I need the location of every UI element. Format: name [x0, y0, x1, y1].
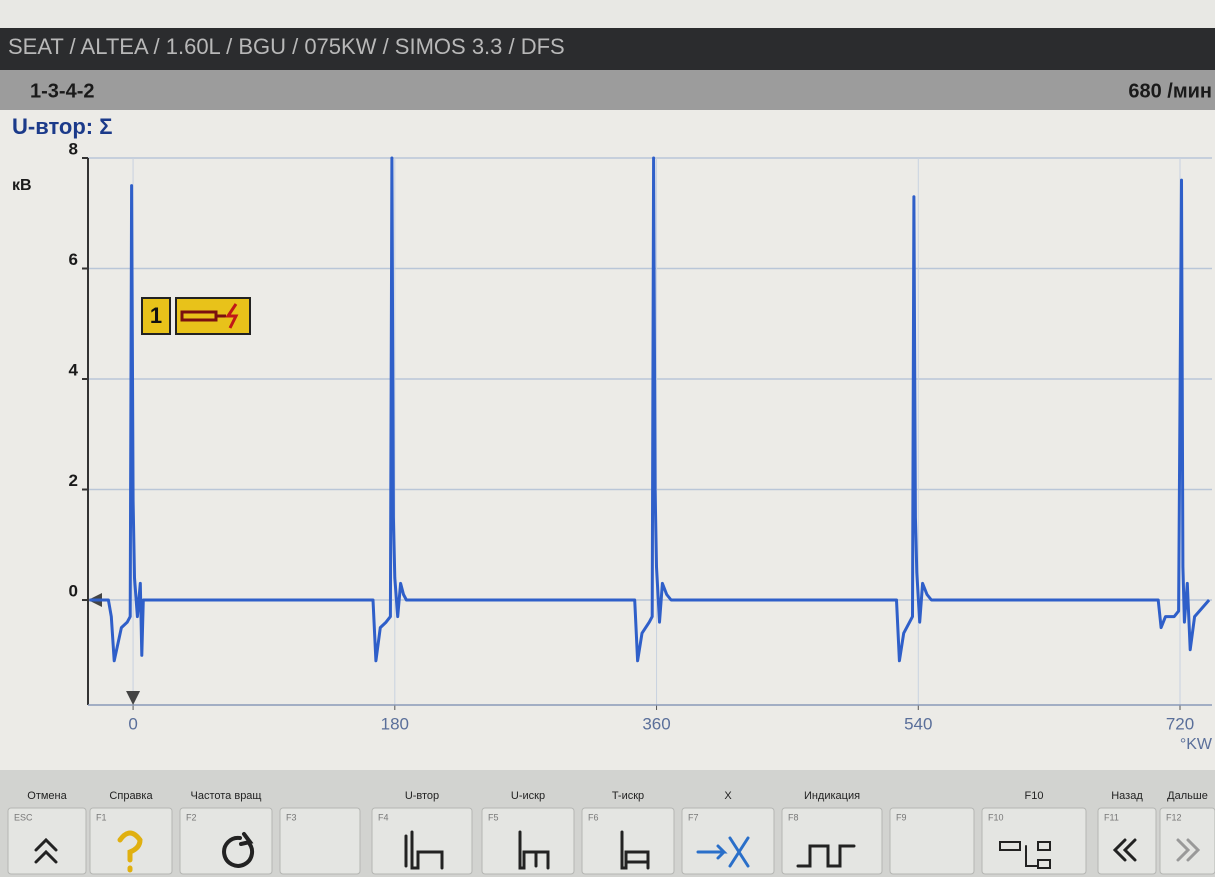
button-key: F8	[788, 812, 799, 822]
button-key: F5	[488, 812, 499, 822]
bezel	[0, 0, 1215, 28]
button-label: U-искр	[511, 790, 545, 802]
button-label: Отмена	[27, 790, 67, 802]
y-axis-unit: кВ	[12, 177, 32, 194]
button-label: T-искр	[612, 790, 644, 802]
button-key: F6	[588, 812, 599, 822]
trigger-cylinder: 1	[150, 303, 162, 328]
x-axis-unit: °KW	[1180, 736, 1213, 753]
button-key: F10	[988, 812, 1004, 822]
button-label: Справка	[109, 790, 153, 802]
button-key: F2	[186, 812, 197, 822]
x-tick-label: 180	[381, 714, 409, 733]
button-key: F7	[688, 812, 699, 822]
button-label: U-втор	[405, 790, 439, 802]
trigger-icon	[176, 298, 250, 334]
button-key: F4	[378, 812, 389, 822]
button-label: Частота вращ	[191, 790, 262, 802]
status-bar	[0, 70, 1215, 110]
channel-label: U-втор: Σ	[12, 114, 112, 139]
button-key: ESC	[14, 812, 33, 822]
y-tick-label: 8	[69, 139, 78, 158]
button-key: F9	[896, 812, 907, 822]
x-tick-label: 360	[642, 714, 670, 733]
y-tick-label: 4	[69, 360, 79, 379]
button-label: Назад	[1111, 790, 1143, 802]
engine-speed: 680 /мин	[1128, 80, 1212, 102]
x-tick-label: 720	[1166, 714, 1194, 733]
button-key: F3	[286, 812, 297, 822]
tester-screen: SEAT / ALTEA / 1.60L / BGU / 075KW / SIM…	[0, 0, 1215, 877]
button-label: F10	[1025, 790, 1044, 802]
page: SEAT / ALTEA / 1.60L / BGU / 075KW / SIM…	[0, 0, 1215, 877]
button-label: Дальше	[1167, 790, 1208, 802]
button-key: F12	[1166, 812, 1182, 822]
x-tick-label: 0	[128, 714, 137, 733]
button-label: X	[724, 790, 732, 802]
plot-bg	[0, 110, 1215, 770]
firing-order: 1-3-4-2	[30, 80, 94, 102]
y-tick-label: 2	[69, 471, 78, 490]
vehicle-info: SEAT / ALTEA / 1.60L / BGU / 075KW / SIM…	[8, 34, 565, 59]
x-tick-label: 540	[904, 714, 932, 733]
y-tick-label: 0	[69, 582, 78, 601]
y-tick-label: 6	[69, 250, 78, 269]
button-label: Индикация	[804, 790, 860, 802]
button-key: F11	[1104, 812, 1119, 822]
button-key: F1	[96, 812, 107, 822]
